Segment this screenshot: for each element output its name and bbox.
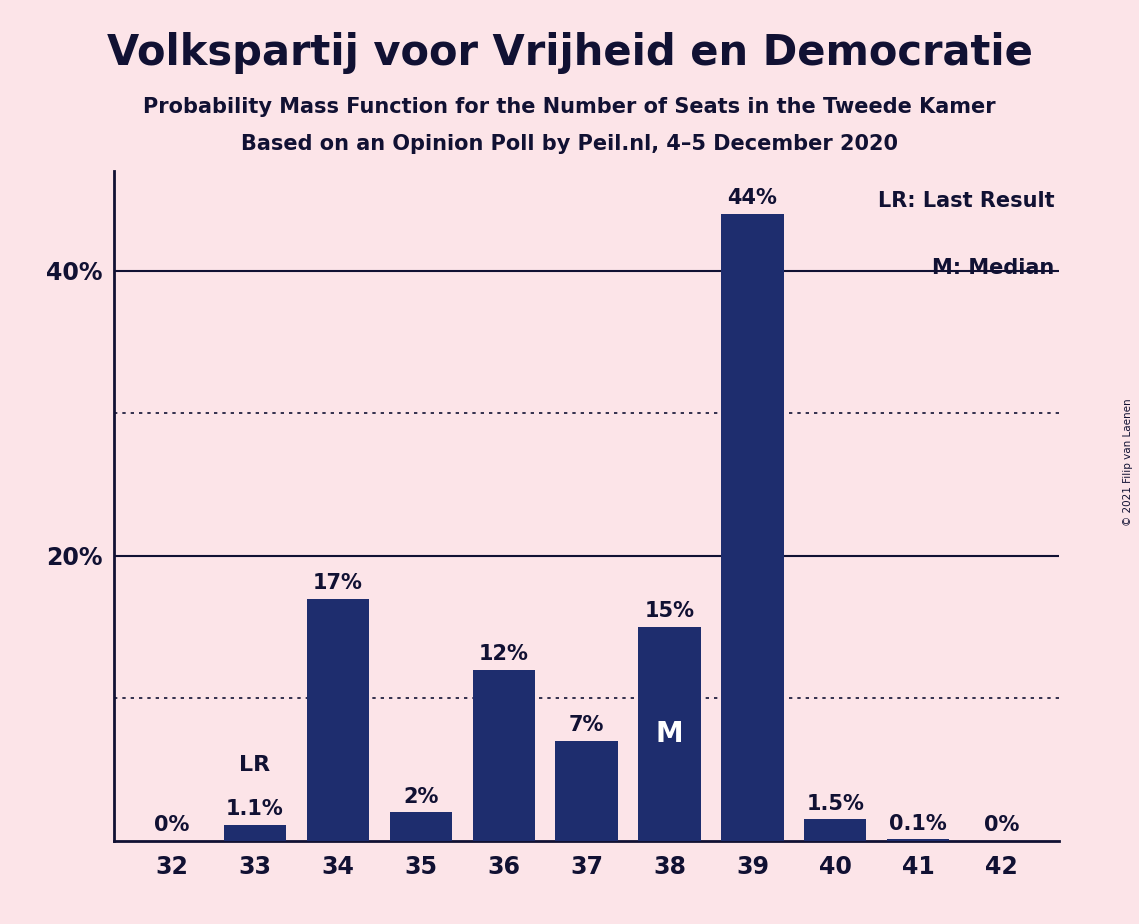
Text: M: Median: M: Median — [933, 258, 1055, 278]
Text: M: M — [656, 720, 683, 748]
Bar — [223, 825, 286, 841]
Bar — [556, 741, 617, 841]
Text: 1.1%: 1.1% — [226, 799, 284, 820]
Text: 1.5%: 1.5% — [806, 794, 865, 814]
Text: LR: Last Result: LR: Last Result — [878, 191, 1055, 211]
Text: Volkspartij voor Vrijheid en Democratie: Volkspartij voor Vrijheid en Democratie — [107, 32, 1032, 74]
Bar — [887, 839, 950, 841]
Text: © 2021 Filip van Laenen: © 2021 Filip van Laenen — [1123, 398, 1133, 526]
Text: 0%: 0% — [984, 815, 1019, 835]
Text: 7%: 7% — [568, 715, 605, 736]
Text: 15%: 15% — [645, 602, 695, 621]
Text: 12%: 12% — [478, 644, 528, 664]
Text: 17%: 17% — [313, 573, 362, 593]
Text: Based on an Opinion Poll by Peil.nl, 4–5 December 2020: Based on an Opinion Poll by Peil.nl, 4–5… — [241, 134, 898, 154]
Bar — [639, 627, 700, 841]
Bar — [306, 599, 369, 841]
Text: 0.1%: 0.1% — [890, 814, 948, 833]
Bar — [804, 820, 867, 841]
Text: 44%: 44% — [728, 188, 778, 208]
Bar — [473, 670, 534, 841]
Text: 0%: 0% — [154, 815, 189, 835]
Text: 2%: 2% — [403, 786, 439, 807]
Bar — [721, 213, 784, 841]
Text: Probability Mass Function for the Number of Seats in the Tweede Kamer: Probability Mass Function for the Number… — [144, 97, 995, 117]
Text: LR: LR — [239, 755, 270, 775]
Bar — [390, 812, 452, 841]
